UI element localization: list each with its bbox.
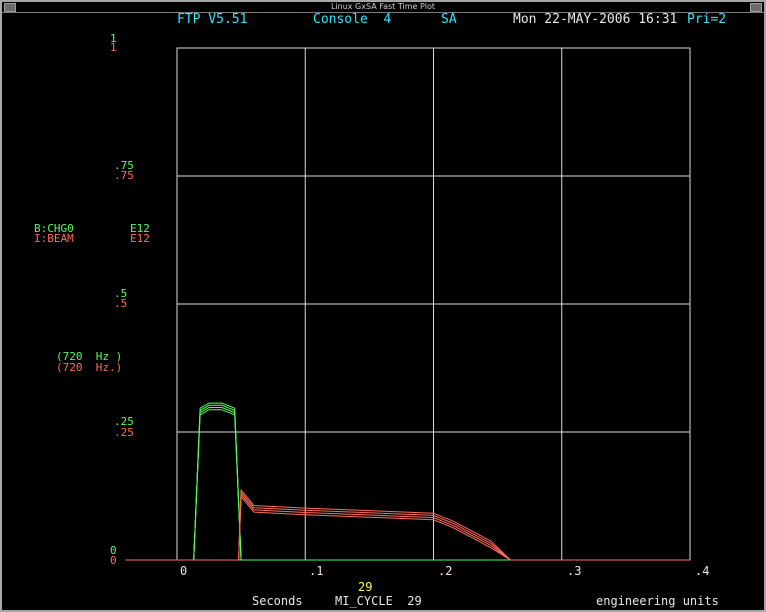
device-name-beam[interactable]: I:BEAM xyxy=(34,232,74,245)
y-tick-red-075: .75 xyxy=(114,169,134,182)
y-tick-green-1: 1 xyxy=(110,32,117,45)
x-tick-04: .4 xyxy=(695,564,710,578)
sa-label: SA xyxy=(441,12,457,27)
window-close-button[interactable] xyxy=(750,3,762,12)
x-tick-0: 0 xyxy=(180,564,188,578)
series-line-i-beam xyxy=(125,488,690,561)
x-tick-02: .2 xyxy=(438,564,453,578)
window-title: Linux GxSA Fast Time Plot xyxy=(330,2,436,11)
y-tick-green-025: .25 xyxy=(114,415,134,428)
device-units-chg0: E12 xyxy=(130,222,150,235)
y-axis-units: engineering units xyxy=(596,594,719,608)
title-bar[interactable]: Linux GxSA Fast Time Plot xyxy=(2,2,764,13)
x-tick-01: .1 xyxy=(309,564,324,578)
date-time: Mon 22-MAY-2006 16:31 xyxy=(513,12,678,27)
series-line-b-chg0 xyxy=(125,407,690,561)
window-menu-button[interactable] xyxy=(4,3,16,12)
x-axis-units: Seconds xyxy=(252,594,303,608)
y-tick-red-1: 1 xyxy=(110,41,117,54)
y-tick-red-0: 0 xyxy=(110,554,117,567)
x-tick-03: .3 xyxy=(567,564,582,578)
device-units-beam: E12 xyxy=(130,232,150,245)
event-number: 29 xyxy=(358,580,373,594)
device-rate-beam: (720 Hz.) xyxy=(56,361,123,374)
device-name-chg0[interactable]: B:CHG0 xyxy=(34,222,74,235)
series-line-i-beam xyxy=(125,493,690,561)
y-tick-green-0: 0 xyxy=(110,544,117,557)
console-number: Console 4 xyxy=(313,12,392,27)
series-line-b-chg0 xyxy=(125,404,690,561)
y-tick-red-05: .5 xyxy=(114,297,128,310)
y-tick-red-025: .25 xyxy=(114,426,134,439)
priority: Pri=2 xyxy=(687,12,727,27)
event-label: MI_CYCLE 29 xyxy=(335,594,422,608)
y-tick-green-075: .75 xyxy=(114,159,134,172)
y-tick-green-05: .5 xyxy=(114,287,128,300)
series-line-i-beam xyxy=(125,495,690,561)
series-line-i-beam xyxy=(125,490,690,561)
series-line-b-chg0 xyxy=(125,402,690,561)
device-rate-chg0: (720 Hz ) xyxy=(56,350,123,363)
app-version: FTP V5.51 xyxy=(177,12,248,27)
